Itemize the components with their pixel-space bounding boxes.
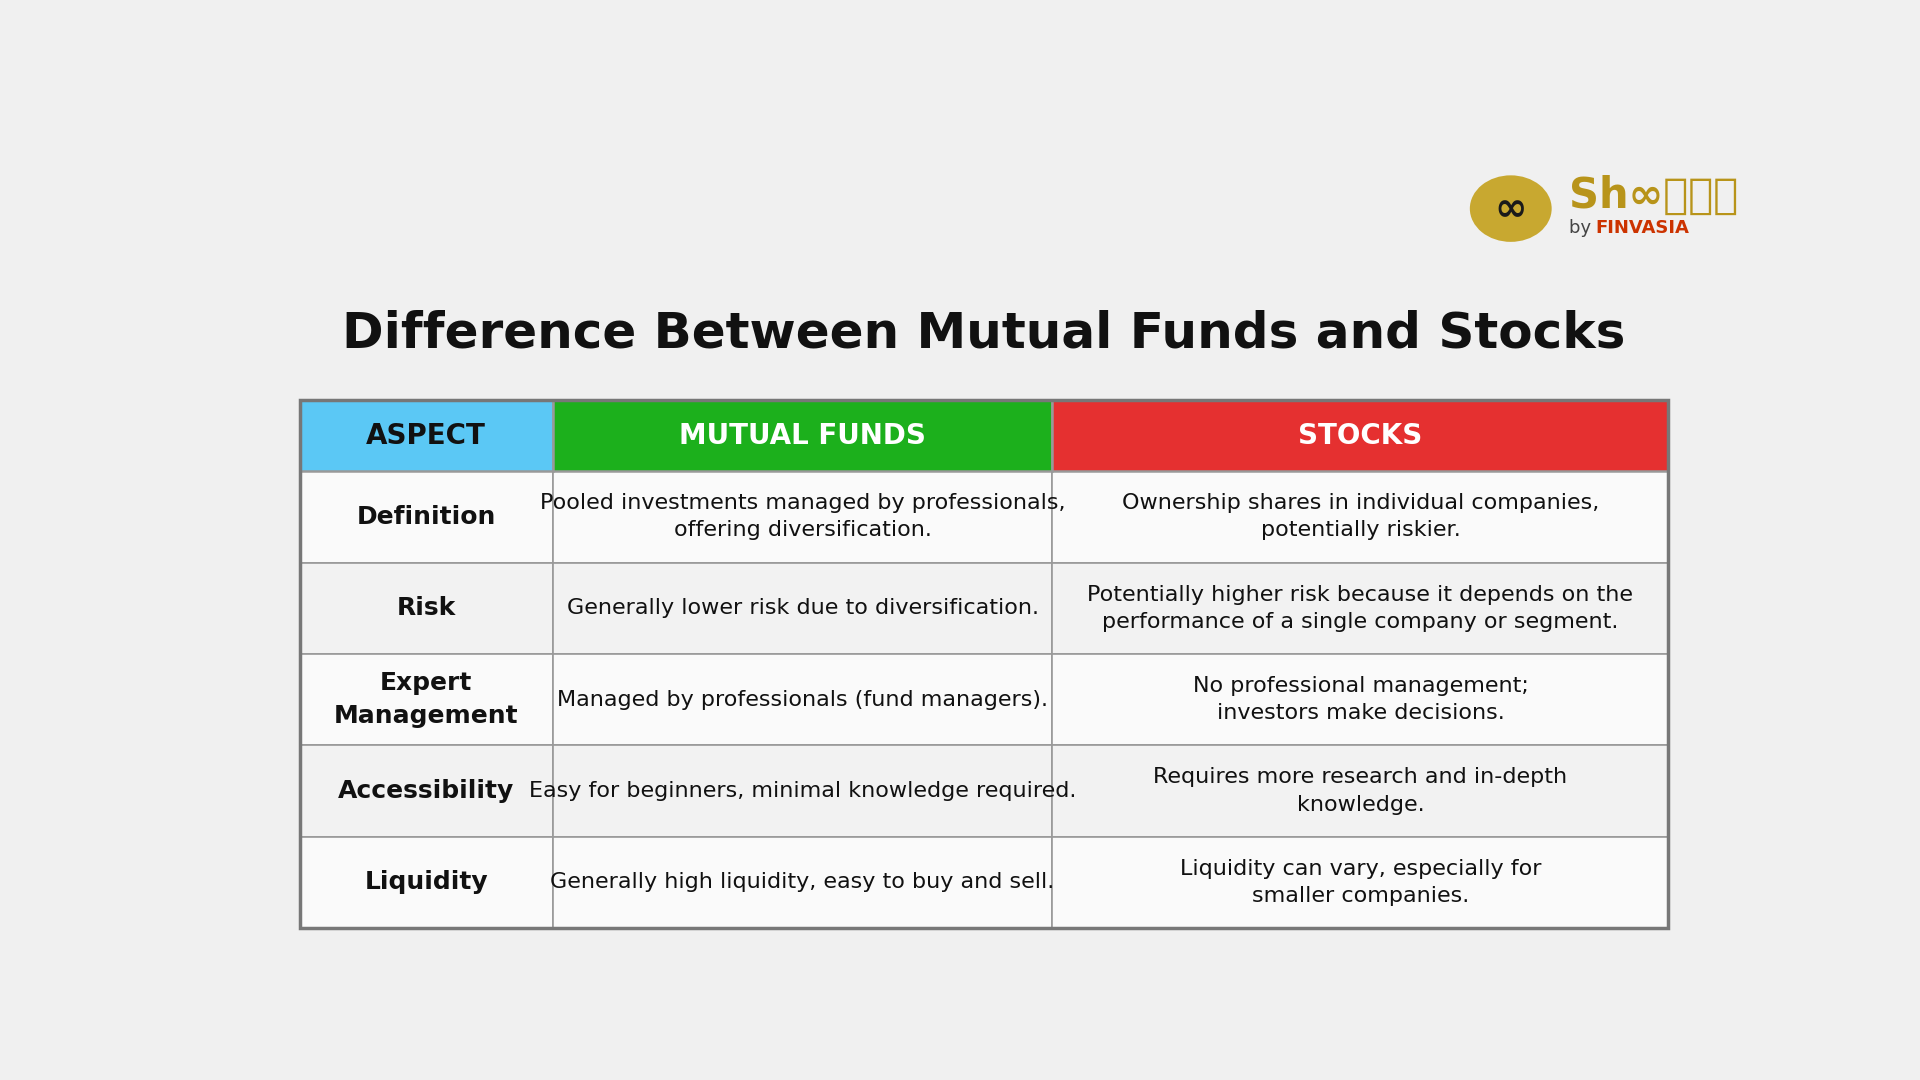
FancyBboxPatch shape <box>553 745 1052 837</box>
FancyBboxPatch shape <box>1052 563 1668 653</box>
FancyBboxPatch shape <box>300 400 553 471</box>
Text: Liquidity: Liquidity <box>365 870 488 894</box>
Text: MUTUAL FUNDS: MUTUAL FUNDS <box>680 421 925 449</box>
Text: Pooled investments managed by professionals,
offering diversification.: Pooled investments managed by profession… <box>540 494 1066 540</box>
Text: Sh∞न्य: Sh∞न्य <box>1569 175 1738 217</box>
FancyBboxPatch shape <box>300 837 553 928</box>
Text: STOCKS: STOCKS <box>1298 421 1423 449</box>
Text: FINVASIA: FINVASIA <box>1596 219 1690 237</box>
Text: Requires more research and in-depth
knowledge.: Requires more research and in-depth know… <box>1154 767 1567 814</box>
FancyBboxPatch shape <box>553 471 1052 563</box>
FancyBboxPatch shape <box>553 400 1052 471</box>
FancyBboxPatch shape <box>553 837 1052 928</box>
Text: Liquidity can vary, especially for
smaller companies.: Liquidity can vary, especially for small… <box>1179 859 1542 906</box>
Text: Definition: Definition <box>357 504 495 529</box>
Text: Generally high liquidity, easy to buy and sell.: Generally high liquidity, easy to buy an… <box>551 873 1054 892</box>
FancyBboxPatch shape <box>1052 653 1668 745</box>
Ellipse shape <box>1471 175 1551 242</box>
FancyBboxPatch shape <box>1052 400 1668 471</box>
FancyBboxPatch shape <box>553 653 1052 745</box>
FancyBboxPatch shape <box>1052 745 1668 837</box>
FancyBboxPatch shape <box>1052 471 1668 563</box>
FancyBboxPatch shape <box>300 653 553 745</box>
Text: Generally lower risk due to diversification.: Generally lower risk due to diversificat… <box>566 598 1039 618</box>
Text: Difference Between Mutual Funds and Stocks: Difference Between Mutual Funds and Stoc… <box>342 309 1626 357</box>
FancyBboxPatch shape <box>300 563 553 653</box>
Text: by: by <box>1569 219 1597 237</box>
FancyBboxPatch shape <box>1052 837 1668 928</box>
Text: Managed by professionals (fund managers).: Managed by professionals (fund managers)… <box>557 689 1048 710</box>
Text: Expert
Management: Expert Management <box>334 672 518 728</box>
Text: Potentially higher risk because it depends on the
performance of a single compan: Potentially higher risk because it depen… <box>1087 584 1634 632</box>
FancyBboxPatch shape <box>300 471 553 563</box>
FancyBboxPatch shape <box>300 745 553 837</box>
Text: Easy for beginners, minimal knowledge required.: Easy for beginners, minimal knowledge re… <box>528 781 1077 801</box>
Text: ASPECT: ASPECT <box>367 421 486 449</box>
FancyBboxPatch shape <box>553 563 1052 653</box>
Text: Risk: Risk <box>397 596 455 620</box>
Text: Accessibility: Accessibility <box>338 779 515 802</box>
Text: No professional management;
investors make decisions.: No professional management; investors ma… <box>1192 676 1528 724</box>
Text: Ownership shares in individual companies,
potentially riskier.: Ownership shares in individual companies… <box>1121 494 1599 540</box>
Text: ∞: ∞ <box>1494 190 1526 228</box>
